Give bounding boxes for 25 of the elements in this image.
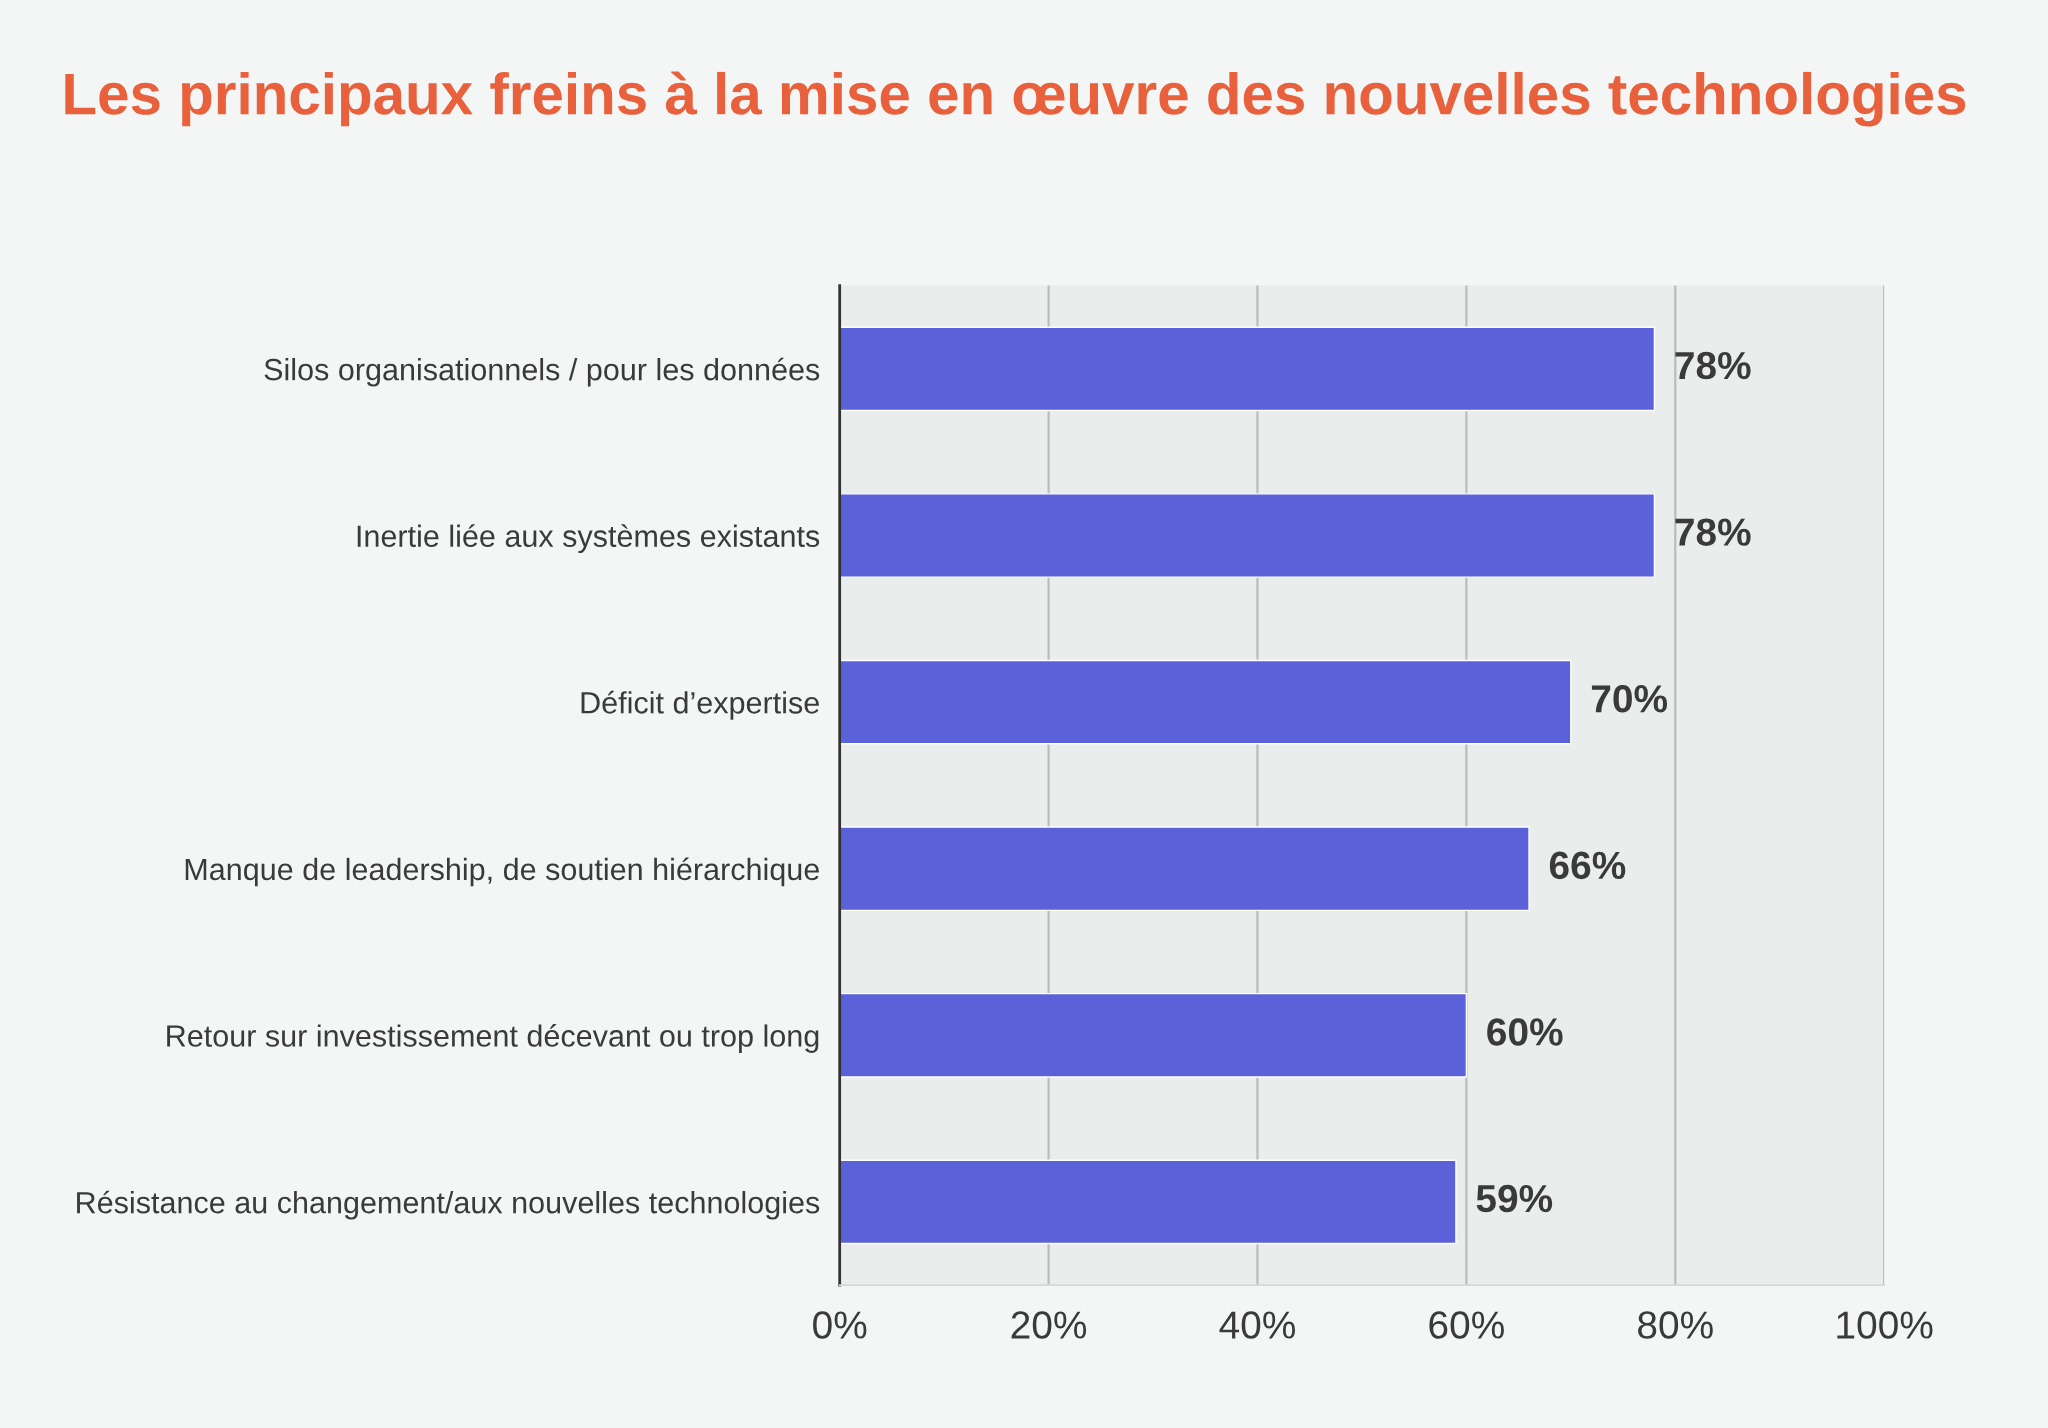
x-tick-label: 100%: [1837, 1311, 1933, 1339]
x-tick-label: 60%: [1429, 1311, 1504, 1339]
bar: [839, 826, 1530, 912]
y-tick-label: Manque de leadership, de soutien hiérarchique: [185, 857, 819, 887]
y-tick-label: Résistance au changement/aux nouvelles technologies: [77, 1190, 820, 1220]
data-label: 78%: [1675, 518, 1751, 546]
x-tick-label: 80%: [1638, 1311, 1713, 1339]
bar: [839, 493, 1656, 578]
data-label: 59%: [1476, 1184, 1553, 1213]
bar: [839, 659, 1572, 745]
data-label: 66%: [1549, 851, 1626, 880]
bar: [839, 992, 1468, 1078]
x-tick-label: 20%: [1011, 1311, 1087, 1339]
y-tick-label: Silos organisationnels / pour les données: [264, 357, 820, 387]
bar: [839, 1159, 1457, 1245]
data-label: 70%: [1591, 685, 1668, 713]
y-tick-label: Déficit d’expertise: [581, 690, 819, 720]
data-label: 60%: [1487, 1018, 1563, 1046]
chart-title: Les principaux freins à la mise en œuvre des nouvelles technologies: [65, 71, 1966, 127]
x-tick-label: 40%: [1219, 1311, 1296, 1339]
x-tick-label: 0%: [813, 1311, 867, 1339]
data-label: 78%: [1675, 351, 1751, 380]
bar: [839, 326, 1656, 412]
y-tick-label: Inertie liée aux systèmes existants: [357, 524, 820, 554]
y-tick-label: Retour sur investissement décevant ou trop long: [167, 1024, 819, 1053]
